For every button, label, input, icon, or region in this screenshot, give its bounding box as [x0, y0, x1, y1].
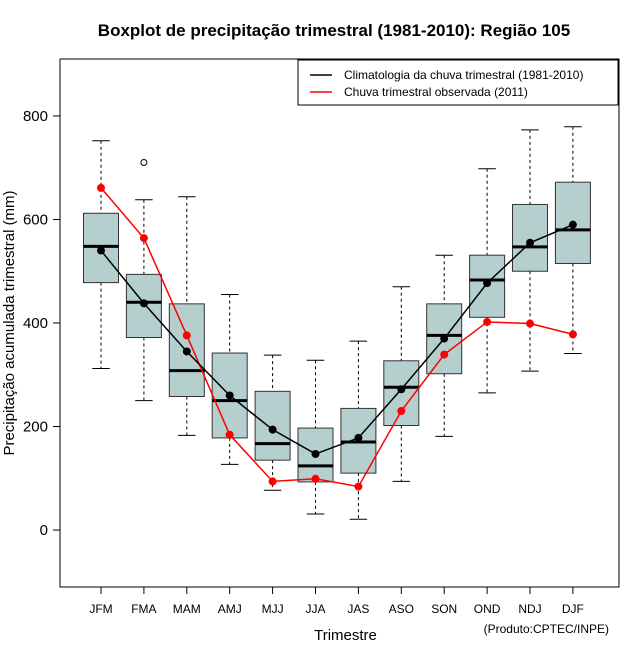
observed-point [97, 183, 105, 192]
box-ASO [383, 286, 420, 482]
x-tick-label: AMJ [218, 602, 242, 616]
box-JAS [340, 340, 377, 520]
observed-point [526, 319, 534, 328]
climatology-line [100, 223, 574, 455]
credit-text: (Produto:CPTEC/INPE) [484, 622, 609, 636]
box-NDJ [512, 129, 548, 372]
observed-point [311, 474, 320, 483]
series-lines-group [97, 183, 577, 491]
observed-point [397, 407, 406, 415]
climatology-point [483, 279, 492, 288]
y-axis: 0 200 400 600 800 [23, 108, 60, 539]
x-tick-label: ASO [389, 602, 414, 616]
climatology-point [97, 246, 105, 255]
climatology-point [354, 433, 363, 442]
legend-label-climatology: Climatologia da chuva trimestral (1981-2… [344, 68, 583, 82]
observed-point [568, 330, 577, 339]
climatology-point [268, 425, 277, 434]
climatology-point [225, 391, 234, 400]
x-tick-label: MJJ [262, 602, 284, 616]
climatology-point [397, 385, 406, 394]
y-axis-label: Precipitação acumulada trimestral (mm) [1, 190, 18, 455]
observed-point [483, 317, 492, 326]
outlier-point [140, 159, 148, 167]
climatology-point [568, 220, 577, 229]
x-tick-label: JFM [89, 602, 112, 616]
climatology-point [311, 449, 320, 458]
chart-title: Boxplot de precipitação trimestral (1981… [98, 21, 570, 40]
legend-box [297, 59, 619, 106]
climatology-point [440, 334, 449, 343]
observed-point [440, 350, 449, 359]
box-DJF [554, 126, 591, 355]
x-tick-label: MAM [173, 602, 201, 616]
x-tick-label: JJA [305, 602, 325, 616]
observed-point [225, 430, 234, 439]
y-tick-label: 0 [40, 522, 48, 539]
x-tick-label: SON [431, 602, 457, 616]
legend-label-observed: Chuva trimestral observada (2011) [344, 85, 528, 99]
climatology-point [526, 238, 534, 247]
y-tick-label: 600 [23, 211, 48, 228]
x-tick-label: JAS [347, 602, 369, 616]
observed-point [354, 482, 363, 491]
x-tick-label: FMA [131, 602, 156, 616]
observed-point [182, 331, 191, 340]
x-axis-label: Trimestre [314, 627, 377, 644]
x-tick-label: NDJ [518, 602, 541, 616]
box-MAM [168, 196, 205, 436]
y-tick-label: 200 [23, 419, 48, 436]
x-tick-label: DJF [562, 602, 584, 616]
box-JFM [83, 140, 119, 370]
observed-point [139, 234, 148, 243]
box-FMA [125, 159, 162, 402]
y-tick-label: 800 [23, 108, 48, 125]
box-AMJ [211, 294, 248, 465]
legend: Climatologia da chuva trimestral (1981-2… [297, 59, 619, 106]
climatology-point [139, 299, 148, 308]
x-tick-label: OND [474, 602, 501, 616]
climatology-point [182, 347, 191, 356]
observed-point [268, 477, 277, 486]
y-tick-label: 400 [23, 315, 48, 332]
box-JJA [297, 359, 334, 515]
x-axis: JFM FMA MAM AMJ MJJ JJA JAS ASO SON OND NDJ DJF [89, 587, 584, 616]
box-MJJ [254, 354, 291, 491]
observed-line [100, 187, 574, 488]
